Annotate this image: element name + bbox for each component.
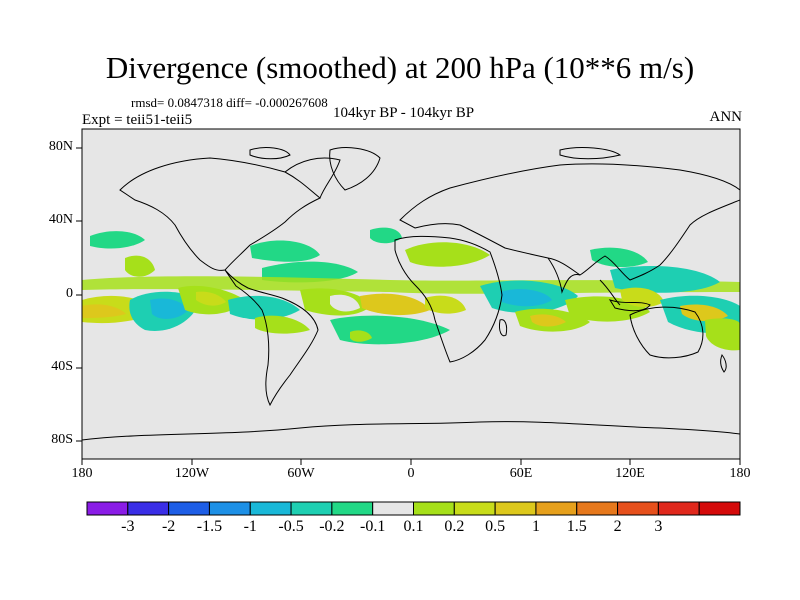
y-tick-80n: 80N: [48, 139, 73, 154]
colorbar-label: -1: [243, 518, 257, 535]
experiment-label: Expt = teii51-teii5: [82, 112, 193, 128]
colorbar-swatch: [168, 501, 210, 516]
x-tick-60e: 60E: [509, 466, 533, 481]
colorbar-swatch: [127, 501, 170, 516]
season-label: ANN: [709, 109, 743, 125]
x-tick-120w: 120W: [174, 466, 210, 481]
x-tick-60w: 60W: [287, 466, 315, 481]
x-tick-180e: 180: [729, 466, 751, 481]
x-tick-0: 0: [407, 466, 415, 481]
y-tick-0: 0: [66, 286, 73, 301]
colorbar-label: -0.2: [319, 518, 345, 535]
rmsd-diff-stats: rmsd= 0.0847318 diff= -0.000267608: [131, 95, 328, 110]
period-label: 104kyr BP - 104kyr BP: [333, 105, 475, 121]
y-tick-40s: 40S: [51, 359, 73, 374]
colorbar-swatch: [576, 501, 619, 516]
colorbar-swatch: [208, 501, 251, 516]
colorbar-label: 3: [654, 518, 663, 535]
colorbar-label: 0.2: [444, 518, 465, 535]
colorbar-swatch: [372, 501, 415, 516]
colorbar-swatch: [657, 501, 700, 516]
colorbar-label: 1: [531, 518, 540, 535]
colorbar-swatch: [453, 501, 496, 516]
colorbar-label: -0.5: [278, 518, 304, 535]
colorbar-swatch: [617, 501, 659, 516]
colorbar-swatch: [331, 501, 374, 516]
y-tick-80s: 80S: [51, 432, 73, 447]
colorbar-label: 1.5: [566, 518, 587, 535]
colorbar-swatch: [413, 501, 455, 516]
divergence-fields: [82, 227, 740, 351]
tick-marks: [76, 147, 741, 465]
colorbar-label: -2: [161, 518, 176, 535]
colorbar-swatch: [290, 501, 333, 516]
x-tick-120e: 120E: [615, 466, 645, 481]
continent-outlines: [82, 147, 740, 441]
colorbar: [86, 501, 741, 516]
colorbar-label: 0.5: [485, 518, 506, 535]
y-tick-40n: 40N: [48, 212, 73, 227]
x-tick-180w: 180: [71, 466, 93, 481]
colorbar-swatch: [249, 501, 292, 516]
colorbar-swatch: [86, 501, 129, 516]
colorbar-label: 0.1: [403, 518, 424, 535]
colorbar-label: -1.5: [196, 518, 223, 535]
colorbar-swatch: [494, 501, 537, 516]
colorbar-swatch: [698, 501, 741, 516]
colorbar-label: -0.1: [360, 518, 386, 535]
plot-title: Divergence (smoothed) at 200 hPa (10**6 …: [105, 50, 695, 85]
colorbar-label: 2: [613, 518, 622, 535]
colorbar-swatch: [535, 501, 578, 516]
colorbar-label: -3: [121, 518, 135, 535]
